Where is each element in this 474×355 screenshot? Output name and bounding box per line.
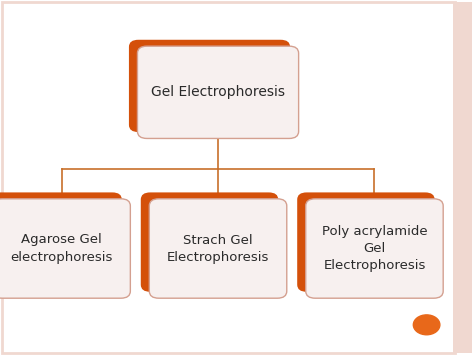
FancyBboxPatch shape [129, 40, 290, 132]
FancyBboxPatch shape [149, 199, 287, 298]
Text: Strach Gel
Electrophoresis: Strach Gel Electrophoresis [167, 234, 269, 263]
Text: Agarose Gel
electrophoresis: Agarose Gel electrophoresis [10, 234, 113, 263]
FancyBboxPatch shape [0, 192, 122, 292]
FancyBboxPatch shape [453, 2, 472, 353]
Text: Poly acrylamide
Gel
Electrophoresis: Poly acrylamide Gel Electrophoresis [322, 225, 427, 272]
FancyBboxPatch shape [297, 192, 435, 292]
FancyBboxPatch shape [306, 199, 443, 298]
FancyBboxPatch shape [2, 2, 455, 353]
Text: Gel Electrophoresis: Gel Electrophoresis [151, 85, 285, 99]
FancyBboxPatch shape [137, 46, 299, 138]
Circle shape [413, 315, 440, 335]
FancyBboxPatch shape [0, 199, 130, 298]
FancyBboxPatch shape [141, 192, 278, 292]
